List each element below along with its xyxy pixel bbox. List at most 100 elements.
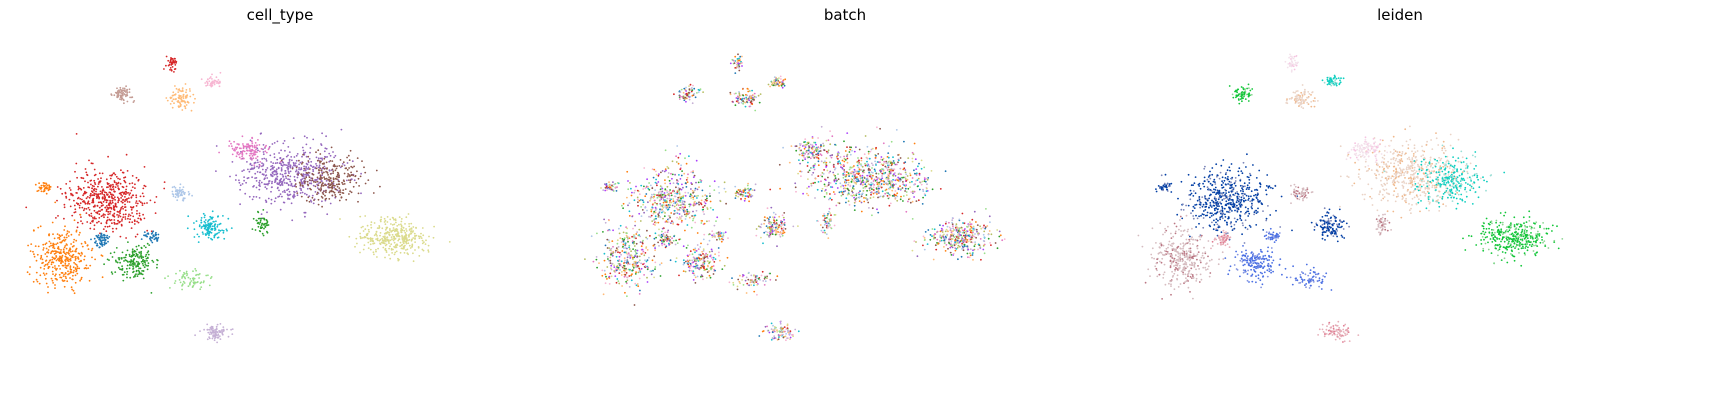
scatter-point: [309, 164, 312, 167]
scatter-point: [117, 216, 120, 218]
scatter-point: [279, 178, 282, 181]
scatter-point: [323, 168, 326, 170]
scatter-point: [150, 236, 152, 239]
scatter-point: [613, 264, 615, 267]
scatter-point: [856, 176, 858, 179]
scatter-point: [241, 170, 244, 173]
scatter-point: [810, 182, 813, 185]
scatter-point: [897, 154, 899, 156]
scatter-point: [666, 185, 669, 188]
scatter-point: [288, 172, 290, 175]
scatter-point: [855, 192, 858, 195]
scatter-point: [73, 219, 76, 222]
scatter-point: [604, 273, 607, 276]
scatter-point: [663, 194, 666, 196]
scatter-point: [656, 196, 659, 199]
scatter-point: [258, 197, 261, 199]
scatter-point: [141, 262, 144, 265]
scatter-point: [607, 229, 609, 232]
scatter-point: [634, 250, 637, 252]
scatter-point: [264, 186, 267, 189]
scatter-point: [193, 222, 195, 224]
scatter-point: [824, 189, 827, 191]
scatter-point: [839, 162, 842, 165]
scatter-point: [319, 167, 322, 170]
scatter-point: [990, 244, 992, 247]
scatter-point: [104, 242, 106, 245]
scatter-point: [182, 95, 185, 98]
scatter-point: [714, 258, 717, 260]
scatter-point: [973, 210, 976, 213]
scatter-point: [286, 166, 289, 169]
scatter-point: [646, 249, 649, 251]
scatter-point: [58, 257, 61, 259]
scatter-point: [29, 250, 32, 253]
scatter-point: [175, 190, 178, 193]
scatter-point: [124, 213, 127, 216]
scatter-point: [267, 197, 270, 200]
scatter-point: [700, 254, 702, 257]
scatter-point: [119, 88, 122, 91]
scatter-point: [290, 182, 293, 185]
scatter-point: [141, 273, 144, 276]
scatter-point: [331, 181, 333, 184]
scatter-point: [657, 174, 660, 177]
scatter-point: [65, 258, 67, 261]
scatter-point: [83, 201, 86, 204]
scatter-point: [195, 220, 198, 223]
scatter-point: [105, 210, 108, 213]
scatter-point: [916, 255, 919, 258]
scatter-point: [55, 273, 57, 276]
scatter-point: [689, 193, 692, 196]
scatter-point: [664, 149, 667, 152]
scatter-point: [662, 210, 664, 213]
scatter-point: [825, 166, 827, 168]
scatter-point: [270, 161, 272, 163]
scatter-point: [119, 212, 121, 215]
scatter-point: [811, 174, 813, 176]
scatter-point: [103, 241, 106, 244]
scatter-point: [180, 193, 182, 196]
scatter-point: [205, 274, 208, 277]
scatter-point: [184, 97, 187, 99]
scatter-point: [860, 164, 863, 167]
scatter-point: [630, 274, 632, 277]
scatter-point: [93, 189, 95, 192]
scatter-point: [242, 143, 244, 145]
scatter-point: [610, 247, 613, 250]
scatter-point: [674, 173, 676, 176]
scatter-point: [316, 187, 319, 189]
scatter-point: [321, 172, 324, 175]
scatter-point: [153, 238, 156, 241]
scatter-point: [319, 177, 321, 180]
scatter-point: [354, 175, 357, 177]
scatter-point: [321, 174, 323, 177]
scatter-point: [616, 239, 619, 242]
scatter-point: [305, 162, 308, 165]
scatter-point: [48, 184, 50, 187]
scatter-point: [208, 284, 211, 287]
scatter-point: [78, 206, 81, 209]
scatter-point: [196, 233, 199, 236]
scatter-point: [624, 244, 626, 247]
scatter-point: [808, 169, 811, 172]
scatter-point: [274, 179, 277, 182]
scatter-point: [303, 169, 305, 172]
scatter-point: [231, 153, 234, 156]
scatter-point: [124, 200, 126, 203]
scatter-point: [105, 201, 108, 204]
scatter-point: [889, 202, 892, 205]
scatter-point: [666, 190, 668, 192]
scatter-point: [246, 145, 249, 148]
scatter-point: [248, 154, 251, 157]
scatter-point: [303, 165, 305, 168]
scatter-point: [123, 271, 126, 274]
scatter-point: [119, 215, 122, 218]
scatter-point: [856, 180, 858, 183]
scatter-point: [50, 250, 53, 253]
scatter-point: [638, 193, 641, 196]
scatter-point: [86, 221, 89, 223]
scatter-point: [700, 179, 703, 182]
scatter-point: [111, 273, 114, 275]
scatter-point: [341, 181, 343, 184]
